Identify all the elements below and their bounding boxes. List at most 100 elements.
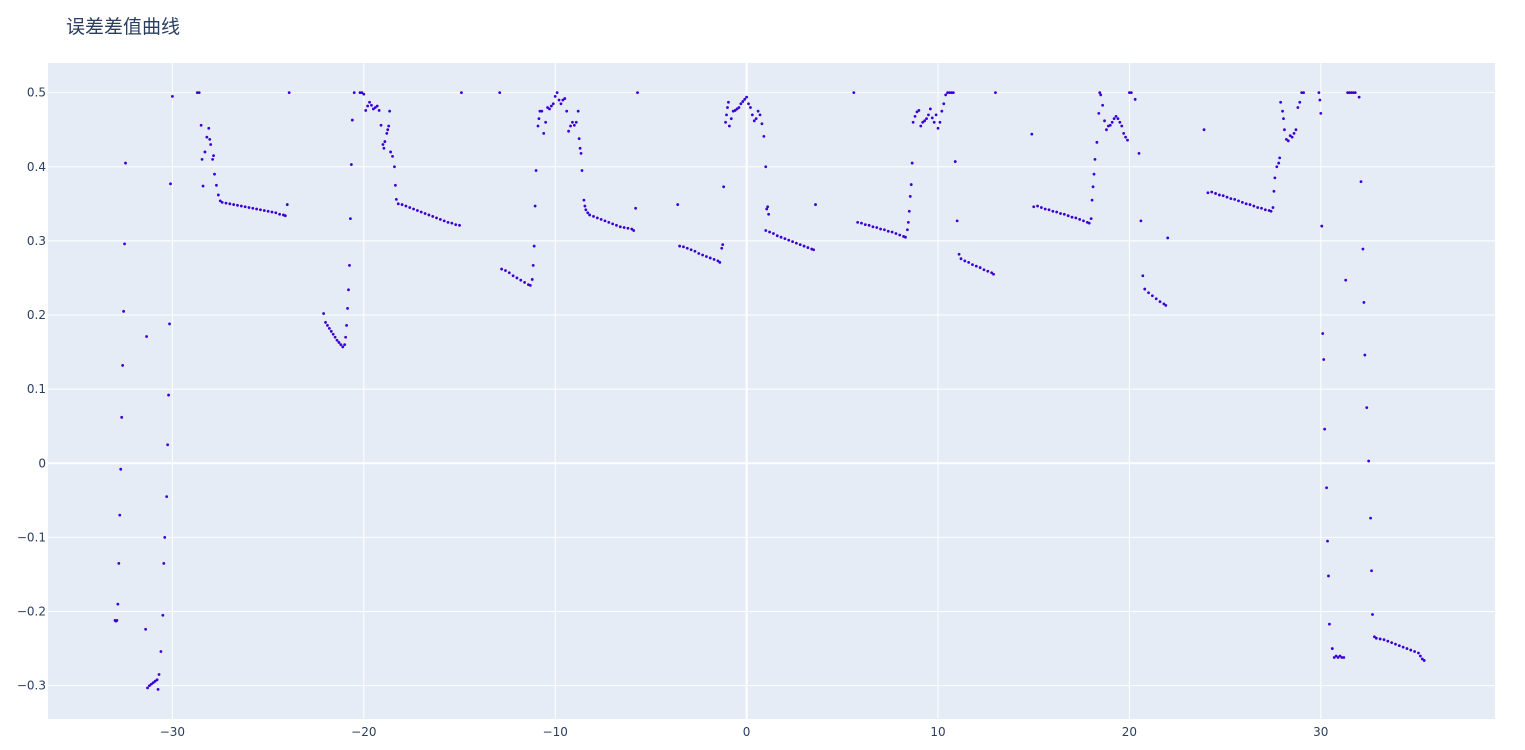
data-point	[1322, 358, 1326, 361]
data-point	[1279, 100, 1283, 104]
data-point	[283, 214, 287, 218]
data-point	[345, 324, 348, 327]
data-point	[149, 682, 153, 686]
data-point	[203, 150, 207, 154]
data-point	[758, 113, 762, 117]
data-point	[919, 124, 923, 128]
data-point	[1233, 197, 1237, 201]
data-point	[1055, 210, 1059, 214]
data-point	[905, 228, 909, 232]
data-point	[963, 259, 967, 263]
data-point	[867, 223, 871, 227]
data-point	[553, 94, 557, 98]
data-point	[546, 106, 549, 109]
data-point	[379, 123, 383, 127]
data-point	[806, 246, 810, 249]
data-point	[1082, 219, 1085, 223]
data-point	[765, 207, 769, 211]
data-point	[1252, 204, 1256, 208]
data-point	[814, 203, 817, 206]
data-point	[1092, 172, 1096, 176]
data-point	[358, 91, 362, 95]
data-point	[928, 107, 932, 111]
data-point	[1150, 294, 1154, 298]
data-point	[1129, 91, 1133, 95]
data-point	[557, 98, 561, 102]
data-point	[1164, 303, 1168, 307]
data-point	[860, 221, 863, 225]
data-point	[760, 122, 764, 126]
data-point	[540, 109, 544, 113]
data-point	[247, 206, 251, 209]
data-point	[725, 113, 728, 117]
data-point	[720, 246, 724, 250]
data-point	[389, 150, 393, 154]
data-point	[779, 235, 783, 239]
data-point	[735, 107, 739, 111]
data-point	[907, 209, 911, 213]
data-point	[685, 246, 689, 250]
data-point	[574, 120, 578, 124]
data-point	[537, 117, 541, 120]
data-point	[622, 226, 626, 229]
data-point	[802, 244, 806, 248]
data-point	[1323, 427, 1327, 431]
data-point	[739, 102, 743, 106]
data-point	[632, 229, 636, 232]
data-point	[144, 627, 148, 631]
data-point	[871, 225, 875, 229]
data-point	[343, 343, 347, 347]
data-point	[1059, 212, 1062, 215]
data-points	[113, 91, 1426, 691]
data-point	[1334, 654, 1338, 658]
data-point	[157, 673, 161, 676]
data-point	[1346, 91, 1350, 95]
data-point	[1087, 221, 1091, 225]
data-point	[1271, 206, 1275, 209]
data-point	[1328, 622, 1331, 626]
data-point	[561, 98, 565, 102]
data-point	[412, 207, 415, 211]
data-point	[1369, 516, 1372, 520]
data-point	[1032, 205, 1036, 209]
data-point	[1374, 636, 1378, 640]
data-point	[898, 233, 902, 237]
data-point	[394, 197, 398, 201]
data-point	[747, 102, 750, 106]
data-point	[153, 679, 157, 683]
data-point	[341, 345, 345, 349]
data-point	[169, 182, 172, 186]
data-point	[1154, 297, 1158, 301]
data-point	[1420, 657, 1424, 661]
data-point	[1367, 459, 1371, 463]
data-point	[515, 276, 519, 280]
data-point	[727, 100, 730, 104]
data-point	[368, 100, 371, 104]
data-point	[1114, 114, 1118, 118]
data-point	[408, 206, 412, 209]
data-point	[507, 271, 511, 275]
data-point	[794, 241, 798, 245]
data-point	[259, 208, 262, 212]
data-point	[708, 256, 712, 260]
data-point	[161, 613, 165, 617]
data-point	[205, 135, 209, 139]
data-point	[393, 165, 396, 169]
data-point	[1206, 191, 1210, 195]
x-tick-label: 30	[1313, 725, 1328, 739]
data-point	[812, 248, 816, 252]
data-point	[151, 681, 155, 685]
data-point	[722, 185, 726, 189]
data-point	[1272, 189, 1276, 193]
data-point	[1108, 123, 1112, 127]
data-point	[577, 137, 581, 141]
data-point	[592, 215, 595, 218]
data-point	[576, 109, 580, 113]
data-point	[752, 119, 756, 123]
data-point	[215, 183, 218, 187]
data-point	[382, 146, 386, 150]
data-point	[764, 229, 768, 232]
data-point	[910, 161, 914, 165]
data-point	[1361, 247, 1365, 251]
data-point	[287, 91, 291, 95]
